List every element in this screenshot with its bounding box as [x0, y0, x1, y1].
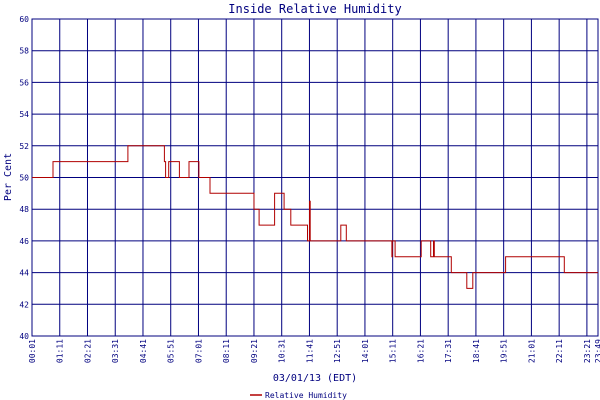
- x-tick-label: 23:49: [594, 339, 600, 363]
- x-axis-label: 03/01/13 (EDT): [273, 373, 357, 384]
- x-tick-label: 17:31: [444, 339, 453, 363]
- x-tick-label: 19:51: [500, 339, 509, 363]
- series-group: [32, 145, 598, 289]
- y-tick-label: 42: [19, 300, 29, 309]
- x-tick-label: 14:01: [361, 339, 370, 363]
- x-tick-label: 10:31: [278, 339, 287, 363]
- y-tick-label: 40: [19, 332, 29, 341]
- y-tick-label: 44: [19, 269, 29, 278]
- x-tick-label: 16:21: [416, 339, 425, 363]
- y-tick-label: 54: [19, 110, 29, 119]
- x-tick-label: 05:51: [167, 339, 176, 363]
- x-tick-label: 03:31: [111, 339, 120, 363]
- series-line-relative-humidity: [32, 145, 598, 289]
- x-tick-label: 09:21: [250, 339, 259, 363]
- x-tick-label: 12:51: [333, 339, 342, 363]
- y-tick-labels: 40 42 44 46 48 50 52 54 56 58 60: [19, 15, 29, 341]
- x-tick-label: 21:01: [527, 339, 536, 363]
- y-tick-label: 48: [19, 205, 29, 214]
- x-tick-label: 04:41: [139, 339, 148, 363]
- x-tick-label: 23:21: [583, 339, 592, 363]
- y-tick-label: 52: [19, 142, 29, 151]
- x-tick-labels: 00:01 01:11 02:21 03:31 04:41 05:51 07:01 08:11…: [28, 339, 600, 363]
- x-tick-label: 02:21: [83, 339, 92, 363]
- x-tick-label: 07:01: [194, 339, 203, 363]
- y-axis-label: Per Cent: [3, 153, 14, 201]
- y-tick-label: 60: [19, 15, 29, 24]
- y-tick-label: 46: [19, 237, 29, 246]
- x-tick-label: 08:11: [222, 339, 231, 363]
- x-tick-label: 11:41: [305, 339, 314, 363]
- x-tick-label: 01:11: [56, 339, 65, 363]
- chart-title: Inside Relative Humidity: [228, 2, 401, 16]
- x-tick-label: 22:11: [555, 339, 564, 363]
- x-tick-label: 00:01: [28, 339, 37, 363]
- y-tick-label: 56: [19, 78, 29, 87]
- plot-grid: [31, 18, 599, 337]
- x-tick-label: 15:11: [389, 339, 398, 363]
- legend-label: Relative Humidity: [265, 391, 347, 400]
- x-tick-label: 18:41: [472, 339, 481, 363]
- y-tick-label: 58: [19, 47, 29, 56]
- y-tick-label: 50: [19, 174, 29, 183]
